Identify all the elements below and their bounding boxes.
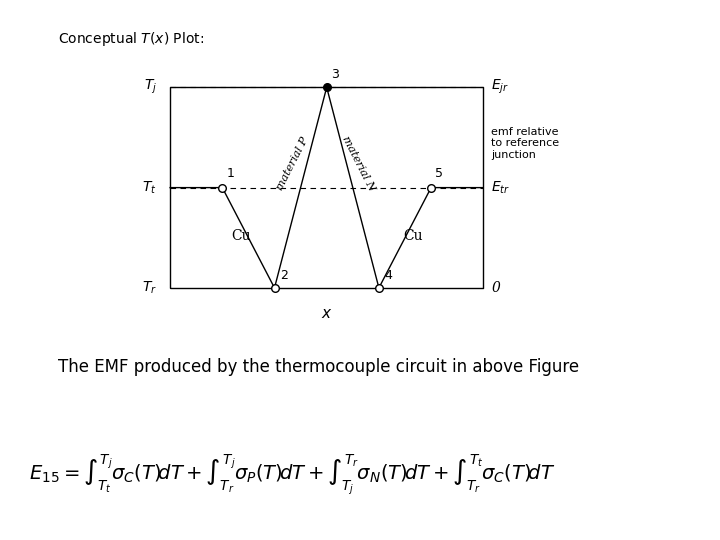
Text: $E_{jr}$: $E_{jr}$: [491, 78, 509, 97]
Text: 4: 4: [384, 269, 392, 282]
Text: 5: 5: [436, 166, 444, 180]
Text: Cu: Cu: [230, 229, 251, 243]
Text: emf relative
to reference
junction: emf relative to reference junction: [491, 127, 559, 160]
Text: $E_{15} = \int_{T_t}^{T_j} \sigma_C(T)\!dT + \int_{T_r}^{T_j} \sigma_P(T)\!dT + : $E_{15} = \int_{T_t}^{T_j} \sigma_C(T)\!…: [29, 453, 555, 497]
Text: 1: 1: [227, 166, 234, 180]
Text: $E_{tr}$: $E_{tr}$: [491, 179, 510, 196]
Text: material P: material P: [275, 136, 310, 192]
Text: 0: 0: [491, 281, 500, 295]
Text: Conceptual $T(x)$ Plot:: Conceptual $T(x)$ Plot:: [58, 30, 204, 48]
Text: The EMF produced by the thermocouple circuit in above Figure: The EMF produced by the thermocouple cir…: [58, 358, 579, 376]
Text: $x$: $x$: [321, 307, 333, 321]
Text: 3: 3: [331, 68, 338, 82]
Text: Cu: Cu: [403, 229, 423, 243]
Text: $T_j$: $T_j$: [144, 78, 157, 97]
Text: $T_t$: $T_t$: [143, 179, 157, 196]
Text: $T_r$: $T_r$: [142, 280, 157, 296]
Text: material N: material N: [340, 134, 377, 193]
Text: 2: 2: [280, 269, 287, 282]
